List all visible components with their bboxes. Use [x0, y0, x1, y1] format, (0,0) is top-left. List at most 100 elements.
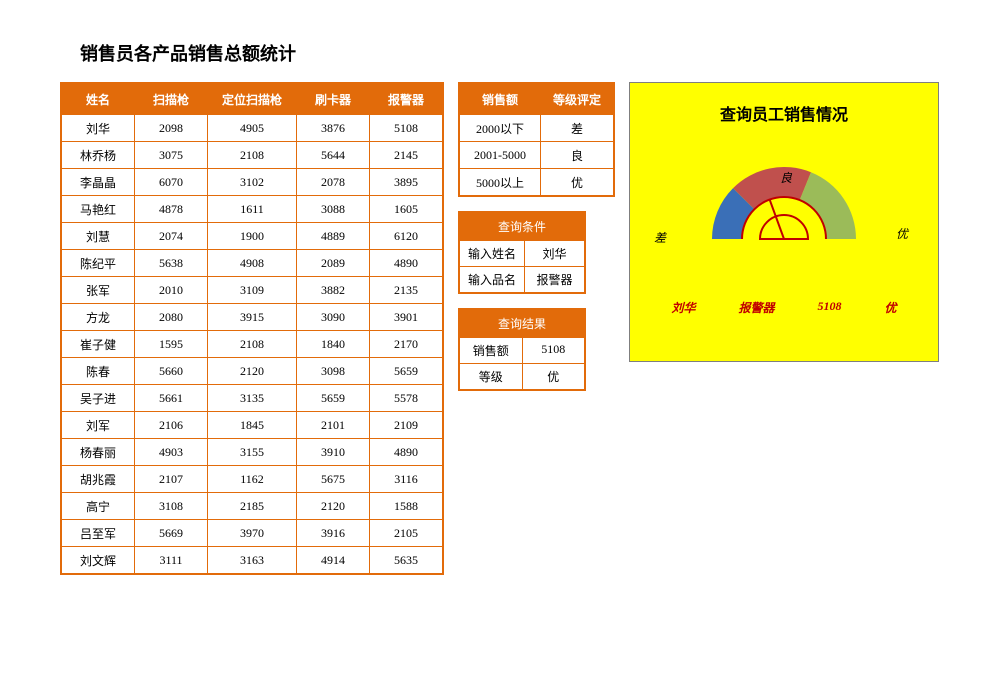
table-cell: 5000以上	[459, 169, 541, 197]
table-row: 李晶晶6070310220783895	[61, 169, 443, 196]
result-box: 查询结果 销售额5108等级优	[458, 308, 586, 391]
table-row: 方龙2080391530903901	[61, 304, 443, 331]
table-cell: 2108	[208, 331, 297, 358]
result-box-title: 查询结果	[460, 310, 584, 337]
table-cell: 3135	[208, 385, 297, 412]
table-row: 刘慧2074190048896120	[61, 223, 443, 250]
table-cell: 3895	[370, 169, 444, 196]
table-cell: 4903	[135, 439, 208, 466]
table-cell: 李晶晶	[61, 169, 135, 196]
table-cell: 3102	[208, 169, 297, 196]
table-cell: 2000以下	[459, 115, 541, 142]
box-row: 等级优	[460, 363, 584, 389]
table-cell: 3088	[297, 196, 370, 223]
table-cell: 3910	[297, 439, 370, 466]
table-cell: 5659	[370, 358, 444, 385]
box-label: 输入品名	[460, 267, 524, 292]
table-row: 陈纪平5638490820894890	[61, 250, 443, 277]
table-cell: 3163	[208, 547, 297, 575]
layout-root: 姓名扫描枪定位扫描枪刷卡器报警器刘华2098490538765108林乔杨307…	[60, 82, 939, 575]
sales-table: 姓名扫描枪定位扫描枪刷卡器报警器刘华2098490538765108林乔杨307…	[60, 82, 444, 575]
table-cell: 5635	[370, 547, 444, 575]
table-cell: 3109	[208, 277, 297, 304]
table-cell: 陈纪平	[61, 250, 135, 277]
chart-title: 查询员工销售情况	[630, 83, 938, 125]
table-cell: 陈春	[61, 358, 135, 385]
table-cell: 1845	[208, 412, 297, 439]
table-cell: 良	[541, 142, 615, 169]
table-cell: 3116	[370, 466, 444, 493]
table-row: 5000以上优	[459, 169, 614, 197]
table-row: 胡兆霞2107116256753116	[61, 466, 443, 493]
rating-table: 销售额等级评定2000以下差2001-5000良5000以上优	[458, 82, 615, 197]
gauge-label: 良	[780, 169, 792, 186]
table-cell: 刘华	[61, 115, 135, 142]
table-cell: 4878	[135, 196, 208, 223]
chart-bottom-item: 优	[884, 299, 896, 316]
table-cell: 刘军	[61, 412, 135, 439]
table-cell: 3108	[135, 493, 208, 520]
query-box: 查询条件 输入姓名刘华输入品名报警器	[458, 211, 586, 294]
sales-table-header: 定位扫描枪	[208, 83, 297, 115]
table-cell: 吕至军	[61, 520, 135, 547]
table-cell: 1162	[208, 466, 297, 493]
table-cell: 1840	[297, 331, 370, 358]
chart-panel: 查询员工销售情况 差良优 刘华报警器5108优	[629, 82, 939, 362]
table-cell: 3111	[135, 547, 208, 575]
table-cell: 2101	[297, 412, 370, 439]
box-value[interactable]: 刘华	[524, 241, 584, 266]
table-cell: 3916	[297, 520, 370, 547]
table-cell: 林乔杨	[61, 142, 135, 169]
table-cell: 2145	[370, 142, 444, 169]
table-row: 刘文辉3111316349145635	[61, 547, 443, 575]
table-row: 杨春丽4903315539104890	[61, 439, 443, 466]
table-cell: 3882	[297, 277, 370, 304]
table-cell: 杨春丽	[61, 439, 135, 466]
table-cell: 2089	[297, 250, 370, 277]
sales-table-header: 报警器	[370, 83, 444, 115]
box-row: 输入品名报警器	[460, 266, 584, 292]
gauge-label: 差	[654, 229, 666, 246]
table-cell: 3970	[208, 520, 297, 547]
table-cell: 2010	[135, 277, 208, 304]
table-cell: 2185	[208, 493, 297, 520]
table-cell: 5661	[135, 385, 208, 412]
table-cell: 2120	[208, 358, 297, 385]
table-cell: 1605	[370, 196, 444, 223]
table-cell: 5638	[135, 250, 208, 277]
box-label: 销售额	[460, 338, 522, 363]
table-cell: 2001-5000	[459, 142, 541, 169]
table-cell: 3155	[208, 439, 297, 466]
box-value[interactable]: 报警器	[524, 267, 584, 292]
table-cell: 4889	[297, 223, 370, 250]
table-row: 林乔杨3075210856442145	[61, 142, 443, 169]
rating-header: 销售额	[459, 83, 541, 115]
box-row: 销售额5108	[460, 337, 584, 363]
table-cell: 2135	[370, 277, 444, 304]
table-cell: 3075	[135, 142, 208, 169]
table-row: 张军2010310938822135	[61, 277, 443, 304]
table-cell: 1900	[208, 223, 297, 250]
gauge-hub	[760, 215, 808, 239]
table-cell: 胡兆霞	[61, 466, 135, 493]
rating-header: 等级评定	[541, 83, 615, 115]
table-cell: 5659	[297, 385, 370, 412]
table-cell: 4914	[297, 547, 370, 575]
box-value: 5108	[522, 338, 585, 363]
table-cell: 3876	[297, 115, 370, 142]
chart-bottom-item: 刘华	[671, 299, 695, 316]
chart-bottom-item: 报警器	[738, 299, 774, 316]
query-box-title: 查询条件	[460, 213, 584, 240]
table-cell: 1595	[135, 331, 208, 358]
table-cell: 2109	[370, 412, 444, 439]
table-cell: 高宁	[61, 493, 135, 520]
table-cell: 4908	[208, 250, 297, 277]
table-cell: 5578	[370, 385, 444, 412]
table-cell: 3098	[297, 358, 370, 385]
table-cell: 4890	[370, 250, 444, 277]
table-cell: 3090	[297, 304, 370, 331]
chart-bottom-item: 5108	[817, 299, 841, 316]
table-row: 陈春5660212030985659	[61, 358, 443, 385]
table-cell: 2098	[135, 115, 208, 142]
box-label: 等级	[460, 364, 522, 389]
